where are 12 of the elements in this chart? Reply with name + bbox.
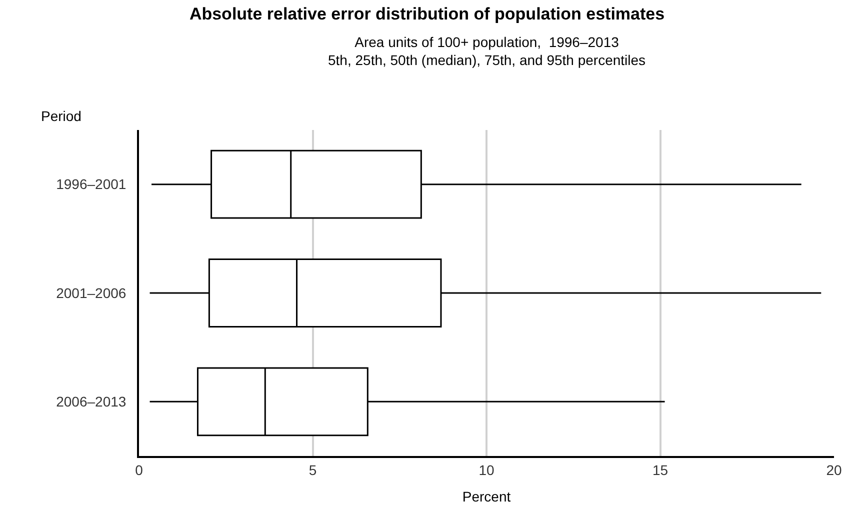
x-tick-label: 10 [478,462,494,478]
y-axis-title: Period [41,108,82,124]
x-tick-label: 15 [652,462,668,478]
x-tick-label: 0 [135,462,144,478]
x-tick-label: 5 [308,462,317,478]
chart-title: Absolute relative error distribution of population estimates [189,4,665,24]
chart-subtitle: Area units of 100+ population, 1996–2013 5th, 25th, 50th (median), 75th, and 95th percentiles [328,34,646,68]
x-axis-title: Percent [462,488,511,505]
y-tick-label: 2001–2006 [56,284,126,301]
y-tick-label: 1996–2001 [56,176,126,192]
y-tick-label: 2006–2013 [56,394,126,410]
x-tick-label: 20 [826,462,842,478]
